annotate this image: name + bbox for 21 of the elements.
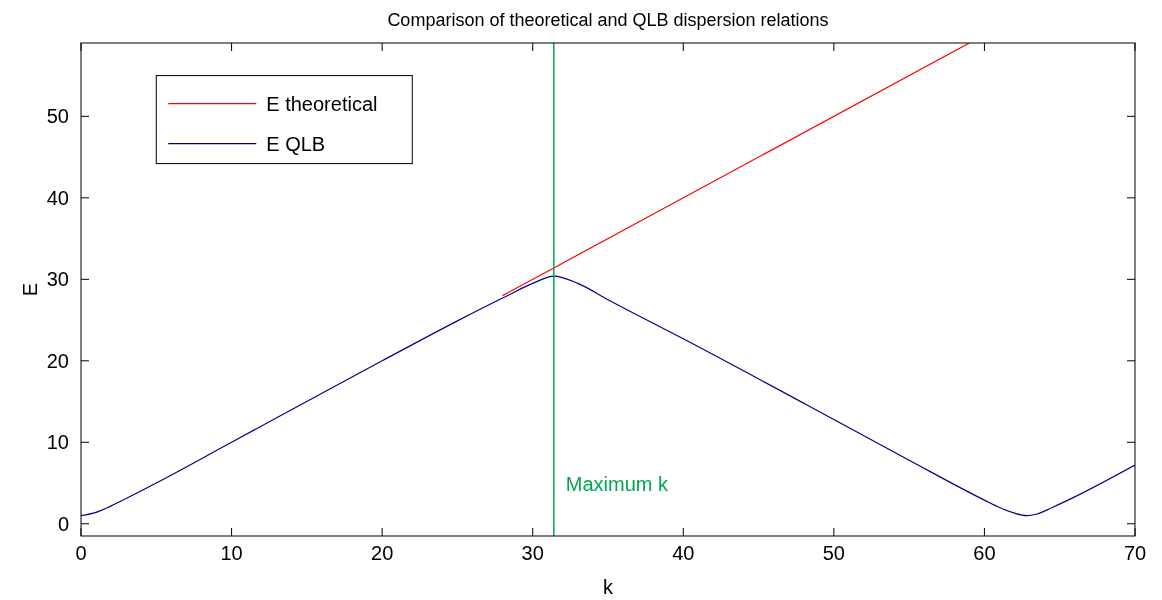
line-series: [81, 275, 1135, 517]
y-tick-label: 10: [46, 431, 69, 454]
ref-line-label: Maximum k: [565, 473, 670, 496]
x-tick-label: 10: [220, 542, 243, 564]
x-tick-label: 30: [521, 542, 544, 564]
y-tick-label: 0: [57, 512, 69, 535]
x-tick-label: 0: [75, 542, 87, 564]
x-tick-label: 60: [973, 542, 996, 564]
y-tick-label: 50: [46, 105, 69, 128]
y-axis-title: E: [19, 282, 41, 297]
x-tick-label: 20: [371, 542, 394, 564]
x-tick-label: 70: [1123, 542, 1147, 564]
legend-label: E QLB: [266, 132, 326, 155]
y-tick-label: 40: [46, 186, 69, 209]
x-tick-label: 50: [822, 542, 845, 564]
y-tick-label: 20: [46, 349, 69, 372]
legend-label: E theoretical: [266, 92, 378, 115]
x-axis-title: k: [603, 576, 614, 598]
y-tick-label: 30: [46, 268, 69, 291]
x-tick-label: 40: [672, 542, 695, 564]
chart-title: Comparison of theoretical and QLB dispersion relations: [387, 10, 829, 30]
